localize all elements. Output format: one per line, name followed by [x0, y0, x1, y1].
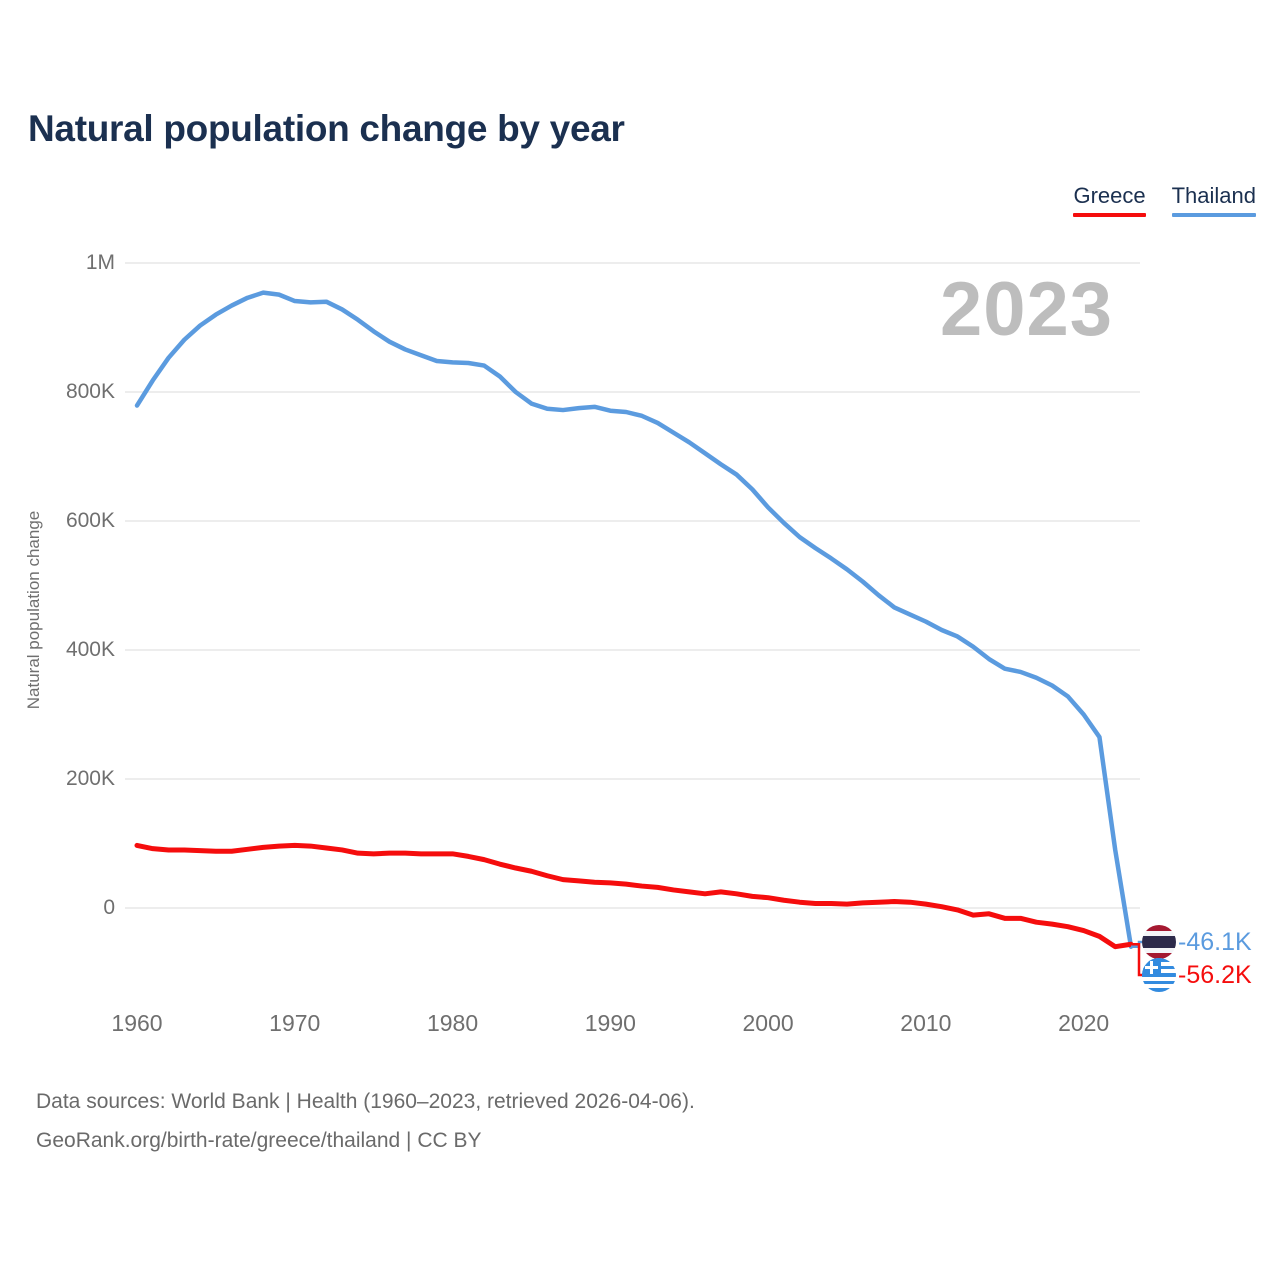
- x-axis-tick-label: 1980: [426, 1010, 479, 1036]
- legend-item-thailand[interactable]: Thailand: [1171, 183, 1256, 217]
- y-axis-tick-label: 200K: [65, 767, 115, 790]
- chart-legend: Greece Thailand: [1073, 183, 1256, 217]
- thailand-flag-icon: [1142, 925, 1176, 959]
- x-axis-tick-label: 2000: [742, 1010, 794, 1036]
- series-line-thailand: [134, 290, 1134, 949]
- legend-swatch-greece: [1073, 213, 1146, 217]
- footer-attribution: GeoRank.org/birth-rate/greece/thailand |…: [36, 1129, 482, 1152]
- x-axis-tick-label: 1960: [111, 1010, 163, 1036]
- y-axis-tick-label: 1M: [85, 251, 115, 274]
- x-axis-tick-label: 2010: [900, 1010, 952, 1036]
- legend-label-thailand: Thailand: [1171, 183, 1256, 208]
- end-label-greece: -56.2K: [1142, 958, 1252, 992]
- end-label-thailand-value: -46.1K: [1178, 927, 1252, 956]
- legend-swatch-thailand: [1171, 213, 1256, 217]
- series-line-greece: [134, 842, 1134, 950]
- y-axis-tick-label: 800K: [65, 380, 115, 403]
- x-axis-tick-label: 2020: [1058, 1010, 1110, 1036]
- gridlines: [125, 262, 1140, 909]
- x-axis-tick-label: 1990: [584, 1010, 636, 1036]
- end-label-thailand: -46.1K: [1142, 925, 1252, 959]
- legend-label-greece: Greece: [1073, 183, 1146, 208]
- y-axis-tick-label: 600K: [65, 509, 115, 532]
- footer-sources: Data sources: World Bank | Health (1960–…: [36, 1090, 695, 1113]
- series-lines: [134, 290, 1134, 950]
- x-axis-tick-label: 1970: [269, 1010, 321, 1036]
- y-axis-tick-label: 0: [103, 896, 115, 919]
- year-watermark: 2023: [940, 267, 1114, 352]
- greece-flag-icon: [1142, 958, 1176, 992]
- end-label-greece-value: -56.2K: [1178, 960, 1252, 989]
- end-label-connector: [1131, 942, 1142, 977]
- end-label-connectors: [1131, 940, 1142, 977]
- legend-item-greece[interactable]: Greece: [1073, 183, 1146, 217]
- page-title: Natural population change by year: [28, 108, 625, 149]
- y-axis-tick-label: 400K: [65, 638, 115, 661]
